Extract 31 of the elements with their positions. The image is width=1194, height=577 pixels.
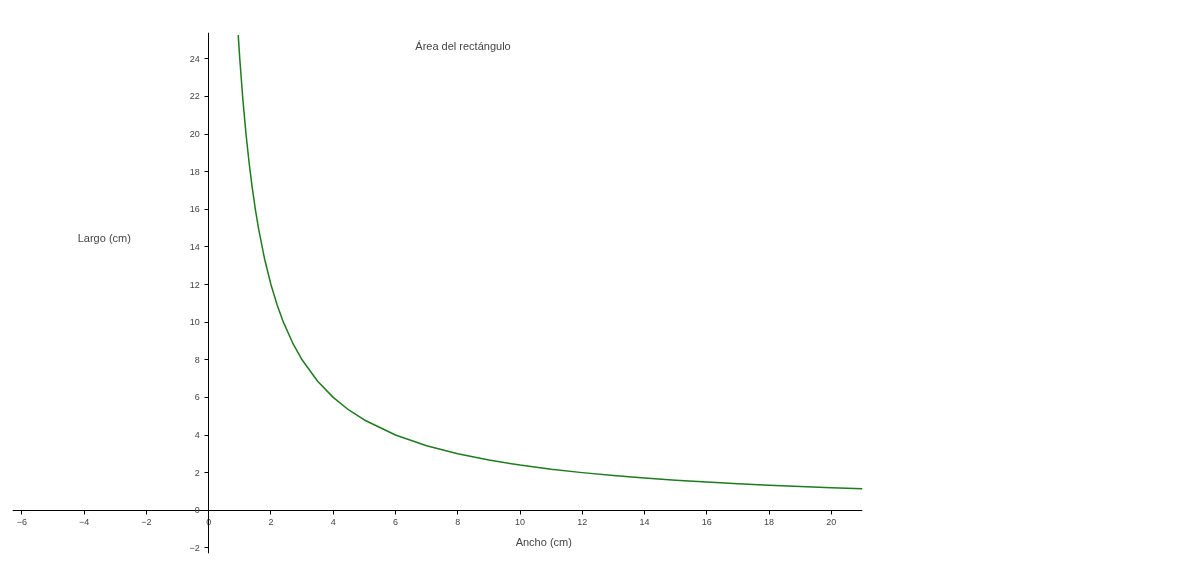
- y-tick-label: 2: [194, 467, 200, 478]
- x-axis-title: Ancho (cm): [515, 535, 572, 548]
- x-tick-label: 6: [392, 517, 398, 528]
- x-tick-label: −4: [78, 517, 90, 528]
- x-tick-label: −6: [16, 517, 27, 528]
- y-tick-label: 10: [189, 317, 200, 328]
- x-tick-label: 18: [764, 517, 775, 528]
- x-tick-label: 8: [455, 517, 461, 528]
- y-tick-label: 12: [189, 279, 200, 290]
- x-tick-label: 20: [826, 517, 837, 528]
- y-tick-label: 6: [194, 392, 200, 403]
- x-tick-label: 10: [515, 517, 526, 528]
- y-tick-label: 0: [194, 505, 200, 516]
- x-tick-label: 12: [577, 517, 588, 528]
- y-tick-label: 18: [189, 166, 200, 177]
- x-tick-label: −2: [141, 517, 152, 528]
- y-tick-label: 16: [189, 204, 200, 215]
- y-tick-label: 20: [189, 129, 200, 140]
- y-tick-label: 22: [189, 91, 200, 102]
- y-axis-title: Largo (cm): [77, 232, 131, 245]
- y-tick-label: 24: [189, 53, 200, 64]
- x-tick-label: 2: [268, 517, 274, 528]
- y-tick-label: 4: [194, 430, 200, 441]
- text: Área del rectángulo: [415, 40, 511, 53]
- x-tick-label: 4: [330, 517, 336, 528]
- y-tick-label: −2: [189, 542, 200, 553]
- line-series: [237, 34, 863, 490]
- y-tick-label: 14: [189, 241, 200, 252]
- x-tick-label: 14: [639, 517, 650, 528]
- y-tick-label: 8: [194, 354, 200, 365]
- x-tick-label: 16: [701, 517, 712, 528]
